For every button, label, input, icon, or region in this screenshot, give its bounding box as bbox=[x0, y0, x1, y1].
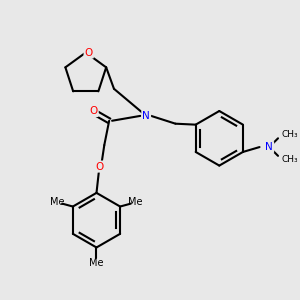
Text: CH₃: CH₃ bbox=[282, 155, 298, 164]
Text: Me: Me bbox=[89, 258, 104, 268]
Text: N: N bbox=[142, 111, 150, 121]
Text: CH₃: CH₃ bbox=[282, 130, 298, 139]
Text: Me: Me bbox=[128, 197, 143, 207]
Text: O: O bbox=[95, 162, 104, 172]
Text: O: O bbox=[89, 106, 98, 116]
Text: N: N bbox=[266, 142, 273, 152]
Text: O: O bbox=[85, 47, 93, 58]
Text: Me: Me bbox=[50, 197, 64, 207]
